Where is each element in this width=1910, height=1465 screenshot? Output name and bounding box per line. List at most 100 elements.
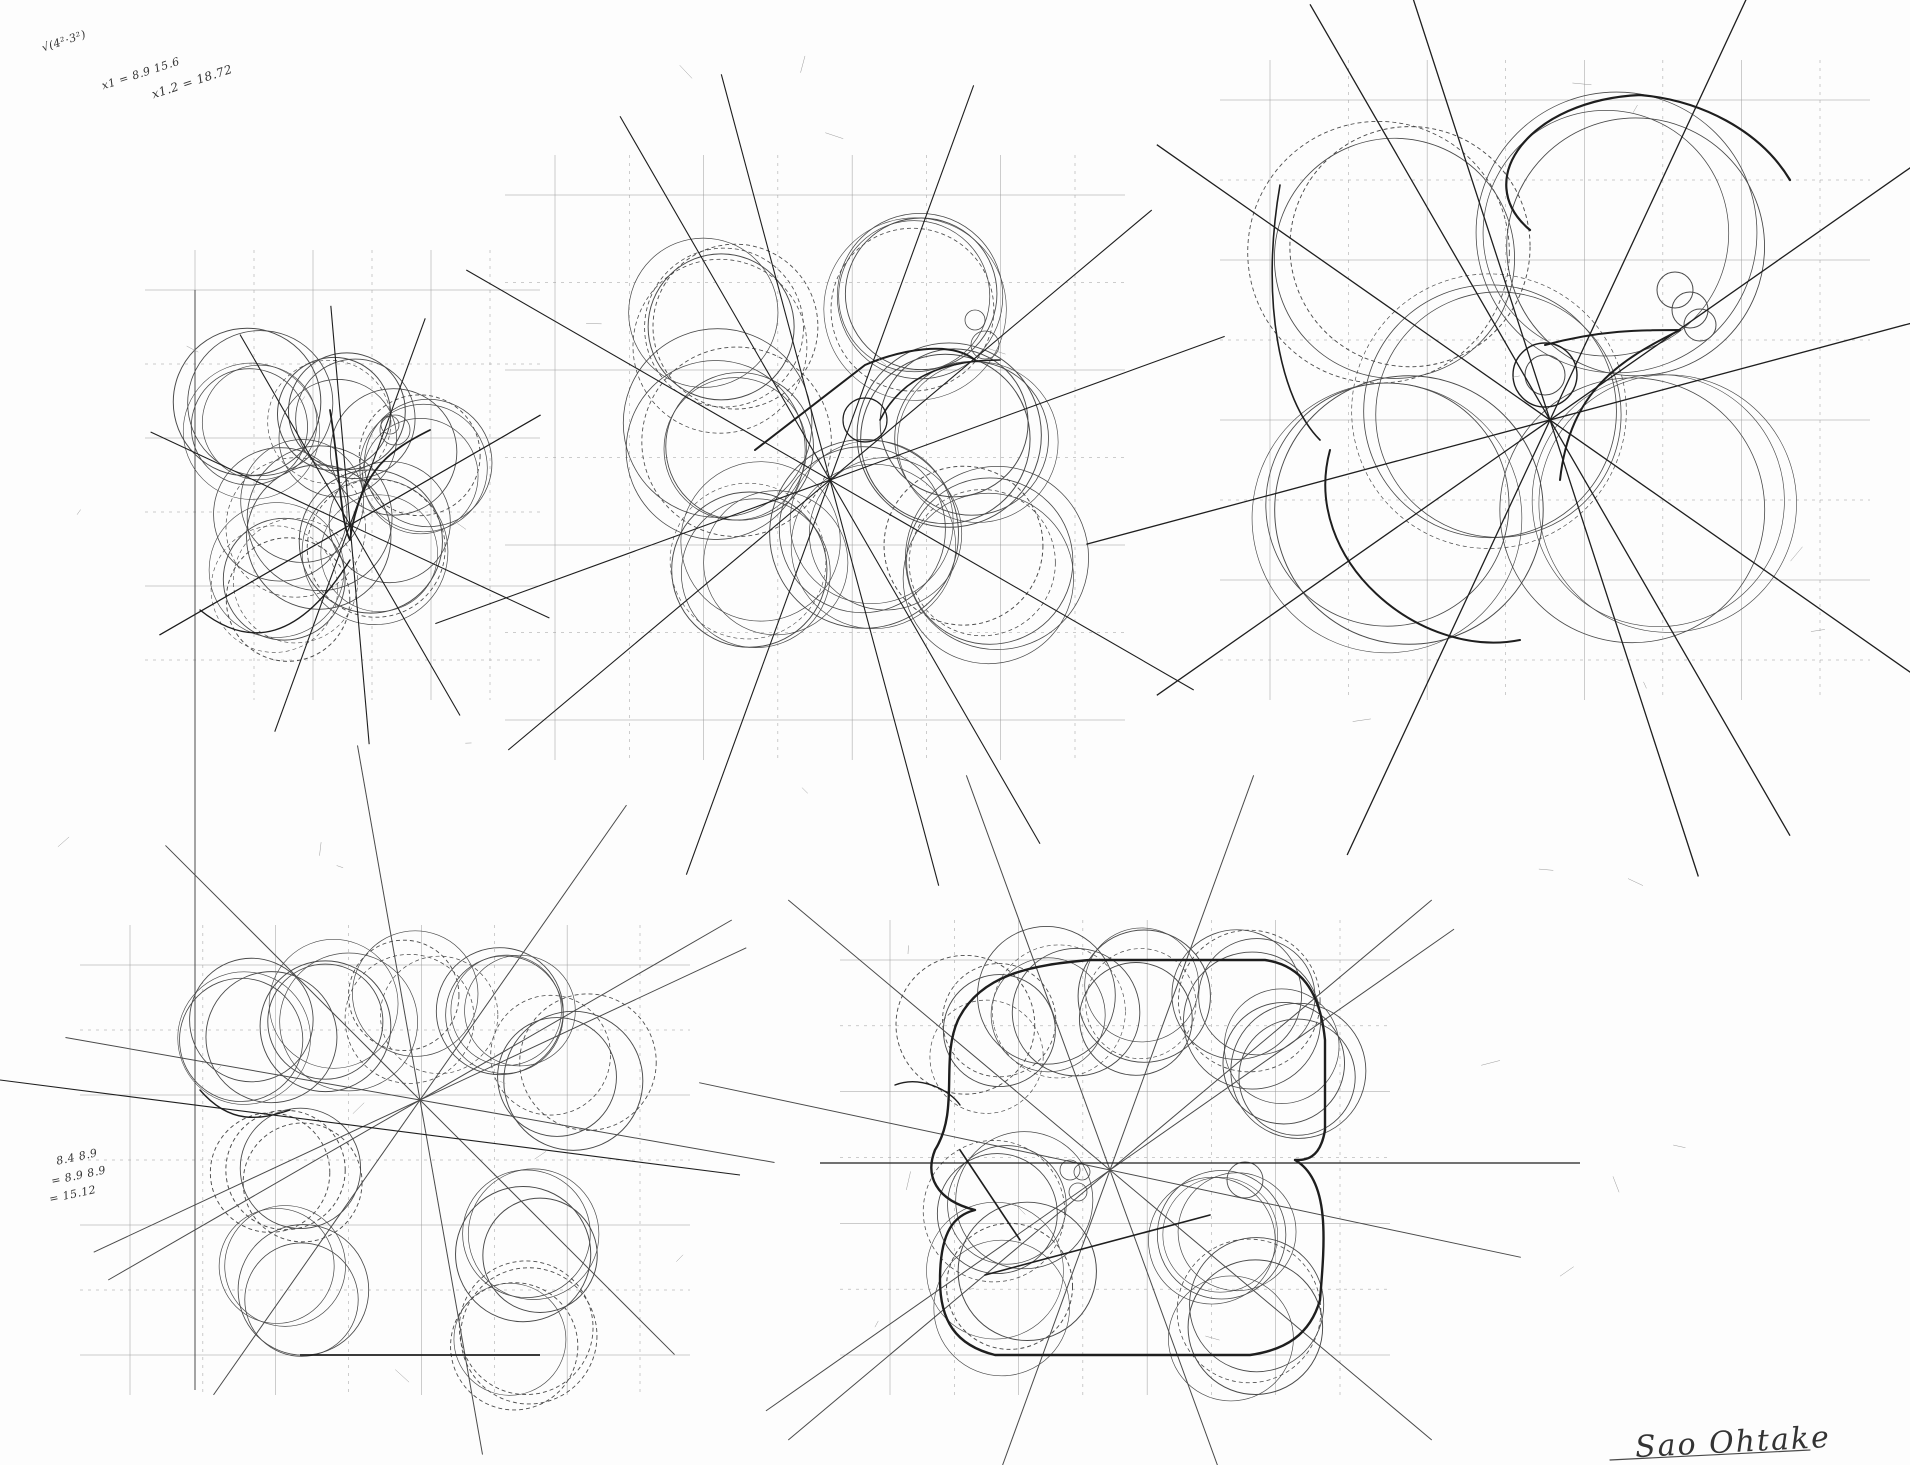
construction-line — [676, 1254, 684, 1262]
construction-line — [457, 523, 467, 530]
construction-line — [300, 396, 305, 403]
construction-circle — [946, 1222, 1074, 1350]
construction-circle — [267, 963, 384, 1080]
stray-marks — [57, 55, 1825, 1461]
construction-circle — [1683, 308, 1717, 342]
construction-circle — [838, 220, 991, 373]
construction-circle — [352, 930, 479, 1057]
construction-line — [352, 1102, 365, 1114]
construction-line — [1412, 0, 1699, 877]
construction-line — [1002, 775, 1255, 1465]
construction-circle — [1238, 1018, 1356, 1136]
construction-circle — [1247, 120, 1510, 384]
construction-circle — [964, 309, 986, 331]
contour-path — [1544, 329, 1681, 481]
construction-circle — [970, 330, 1000, 360]
construction-circle — [246, 464, 392, 610]
construction-line — [988, 348, 1006, 355]
construction-circle — [703, 490, 849, 636]
construction-circle — [205, 971, 338, 1104]
construction-circle — [244, 1242, 359, 1357]
construction-line — [1612, 1176, 1620, 1193]
construction-circle — [344, 954, 475, 1084]
construction-circle — [992, 944, 1126, 1079]
construction-line — [1572, 82, 1592, 86]
sketch-panel-2 — [435, 74, 1225, 886]
construction-circle — [225, 457, 366, 598]
construction-circle — [856, 342, 1042, 528]
construction-circle — [1289, 126, 1531, 368]
construction-circle — [1177, 1172, 1297, 1292]
construction-circle — [1059, 1159, 1081, 1181]
construction-circle — [894, 360, 1049, 516]
construction-circle — [298, 469, 443, 614]
construction-circle — [1351, 273, 1627, 549]
contour-path — [930, 958, 1327, 1357]
contour-path — [199, 1089, 291, 1118]
construction-circle — [490, 994, 611, 1116]
construction-circle — [883, 465, 1044, 626]
construction-line — [1810, 629, 1825, 632]
construction-line — [1538, 868, 1554, 871]
construction-circle — [189, 957, 314, 1083]
construction-circle — [201, 364, 318, 481]
construction-circle — [933, 1239, 1070, 1377]
construction-circle — [287, 352, 406, 471]
construction-circle — [936, 1153, 1058, 1274]
construction-circle — [665, 372, 814, 521]
construction-circle — [380, 415, 400, 435]
construction-circle — [225, 1109, 346, 1231]
construction-circle — [990, 957, 1106, 1073]
contour-path — [879, 359, 1001, 421]
construction-circle — [1068, 1182, 1088, 1202]
construction-circle — [268, 939, 399, 1069]
construction-circle — [942, 974, 1056, 1088]
construction-circle — [1499, 377, 1766, 644]
construction-circle — [652, 243, 819, 410]
construction-circle — [1084, 927, 1200, 1043]
construction-line — [1481, 1060, 1501, 1066]
construction-circle — [1171, 929, 1303, 1060]
construction-circle — [329, 388, 458, 516]
construction-line — [186, 345, 199, 353]
construction-circle — [190, 368, 308, 486]
construction-circle — [1656, 271, 1694, 309]
construction-circle — [628, 237, 779, 388]
construction-circle — [224, 1205, 346, 1327]
construction-circle — [1073, 1163, 1091, 1181]
construction-circle — [209, 1112, 331, 1233]
construction-line — [1632, 104, 1638, 113]
construction-circle — [379, 414, 411, 446]
construction-circle — [1274, 375, 1544, 645]
construction-circle — [1222, 1001, 1346, 1125]
contour-path — [329, 409, 431, 541]
construction-line — [1346, 0, 1747, 856]
construction-circle — [1524, 354, 1566, 396]
construction-line — [800, 55, 806, 73]
construction-circle — [778, 446, 946, 614]
construction-circle — [1198, 938, 1316, 1056]
construction-circle — [519, 993, 657, 1131]
construction-circle — [246, 445, 393, 592]
construction-circle — [671, 491, 828, 648]
construction-circle — [295, 358, 416, 479]
construction-circle — [1223, 988, 1340, 1104]
contour-path — [199, 559, 351, 634]
construction-circle — [1183, 951, 1322, 1090]
construction-line — [107, 919, 733, 1281]
construction-circle — [641, 346, 832, 537]
construction-circle — [644, 247, 804, 408]
construction-circle — [790, 463, 957, 630]
construction-circle — [222, 517, 346, 641]
construction-circle — [279, 952, 418, 1092]
construction-circle — [906, 477, 1074, 645]
construction-line — [1643, 681, 1647, 689]
contour-path — [754, 347, 976, 451]
construction-circle — [895, 954, 1036, 1095]
construction-circle — [1538, 374, 1797, 633]
contour-path — [1271, 184, 1321, 441]
sketch-panel-4 — [0, 745, 775, 1455]
construction-circle — [467, 1168, 600, 1300]
